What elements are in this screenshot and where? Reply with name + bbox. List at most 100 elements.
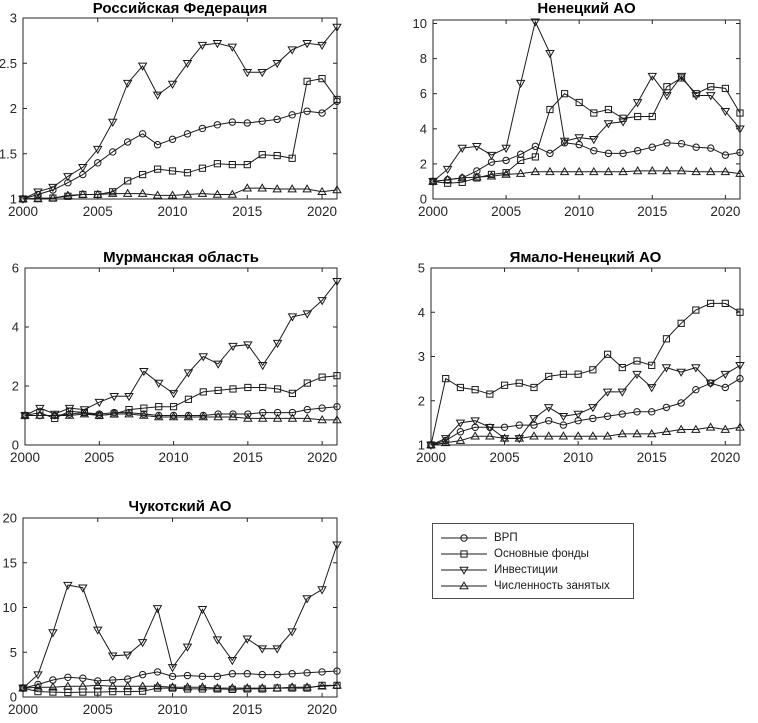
marker-circle	[692, 385, 700, 394]
marker-triangle-down	[618, 118, 628, 127]
marker-triangle-down	[137, 639, 148, 648]
series-line-triangle-down	[22, 544, 338, 689]
marker-triangle-down	[515, 79, 526, 89]
marker-triangle-down	[440, 435, 451, 444]
marker-triangle-up	[152, 190, 163, 199]
marker-triangle-up	[472, 172, 482, 181]
marker-circle	[243, 119, 251, 127]
marker-triangle-down	[287, 46, 297, 55]
y-tick-label: 20	[3, 511, 17, 526]
marker-square	[94, 688, 102, 696]
marker-triangle-down	[574, 134, 584, 143]
series-line-circle	[25, 406, 338, 416]
marker-triangle-up	[49, 410, 60, 419]
marker-circle	[502, 156, 510, 165]
marker-triangle-up	[272, 413, 283, 422]
marker-circle	[500, 423, 509, 432]
marker-square	[648, 112, 656, 121]
marker-triangle-up	[302, 413, 313, 422]
marker-triangle-down	[182, 643, 193, 652]
marker-triangle-up	[122, 681, 133, 690]
marker-square	[333, 372, 341, 380]
marker-triangle-up	[139, 410, 149, 419]
marker-circle	[333, 667, 341, 675]
marker-triangle-up	[676, 166, 687, 175]
y-tick-label: 2	[418, 393, 425, 408]
marker-triangle-down	[212, 636, 223, 645]
marker-triangle-up	[486, 171, 497, 180]
marker-square	[486, 390, 494, 398]
marker-triangle-down	[243, 341, 253, 350]
marker-triangle-up	[501, 169, 511, 178]
triangle-down-line-marker-icon	[441, 566, 487, 575]
marker-triangle-down	[137, 62, 148, 71]
marker-square	[303, 77, 311, 85]
marker-square	[575, 98, 583, 107]
marker-circle	[590, 147, 598, 155]
y-tick-label: 10	[413, 16, 427, 31]
marker-triangle-up	[167, 190, 178, 199]
marker-triangle-up	[332, 185, 342, 194]
series-line-triangle-down	[24, 280, 338, 416]
marker-triangle-down	[426, 441, 436, 450]
marker-circle	[318, 404, 326, 412]
marker-square	[515, 379, 523, 387]
marker-square	[530, 383, 538, 392]
marker-circle	[589, 414, 597, 423]
x-tick-label: 2015	[233, 450, 263, 465]
marker-square	[155, 403, 163, 411]
marker-square	[124, 177, 132, 185]
y-tick-label: 0	[12, 438, 19, 453]
marker-triangle-down	[213, 360, 223, 369]
marker-circle	[618, 410, 626, 418]
marker-circle	[244, 410, 252, 418]
marker-circle	[633, 147, 642, 155]
marker-circle	[546, 149, 554, 158]
marker-triangle-up	[227, 683, 238, 692]
marker-square	[500, 381, 509, 389]
marker-square	[213, 160, 221, 168]
marker-triangle-up	[602, 431, 613, 440]
marker-triangle-down	[501, 144, 511, 154]
marker-triangle-down	[18, 684, 28, 693]
x-tick-label: 2010	[159, 450, 189, 465]
marker-circle	[109, 148, 117, 156]
y-tick-label: 6	[12, 261, 19, 276]
series-line-square	[430, 302, 741, 446]
marker-square	[288, 389, 297, 397]
marker-triangle-down	[257, 645, 268, 654]
marker-triangle-up	[574, 166, 584, 176]
marker-triangle-up	[646, 429, 657, 438]
marker-triangle-up	[428, 176, 438, 185]
marker-triangle-up	[573, 431, 583, 440]
marker-square	[258, 151, 266, 159]
series-line-circle	[432, 142, 741, 182]
marker-circle	[273, 115, 281, 124]
marker-triangle-down	[457, 144, 468, 154]
y-tick-label: 4	[418, 305, 425, 320]
marker-triangle-up	[442, 174, 453, 183]
x-tick-label: 2010	[563, 450, 593, 465]
marker-circle	[721, 383, 729, 392]
marker-triangle-up	[530, 166, 541, 176]
marker-triangle-down	[227, 43, 238, 52]
marker-square	[662, 335, 671, 343]
marker-square	[153, 165, 162, 173]
marker-triangle-up	[589, 166, 599, 176]
marker-square	[721, 299, 729, 307]
marker-triangle-up	[514, 433, 525, 442]
marker-triangle-up	[197, 682, 208, 691]
marker-triangle-up	[272, 184, 282, 193]
marker-square	[648, 361, 656, 369]
marker-triangle-down	[735, 362, 745, 371]
marker-triangle-down	[470, 417, 480, 426]
marker-triangle-down	[272, 645, 282, 654]
marker-triangle-up	[228, 412, 238, 421]
y-tick-label: 0	[10, 690, 17, 705]
marker-triangle-down	[63, 173, 73, 182]
y-tick-label: 2.5	[0, 56, 17, 71]
marker-triangle-up	[559, 166, 570, 176]
marker-circle	[318, 109, 326, 117]
marker-triangle-down	[646, 384, 657, 393]
marker-triangle-up	[122, 188, 133, 197]
